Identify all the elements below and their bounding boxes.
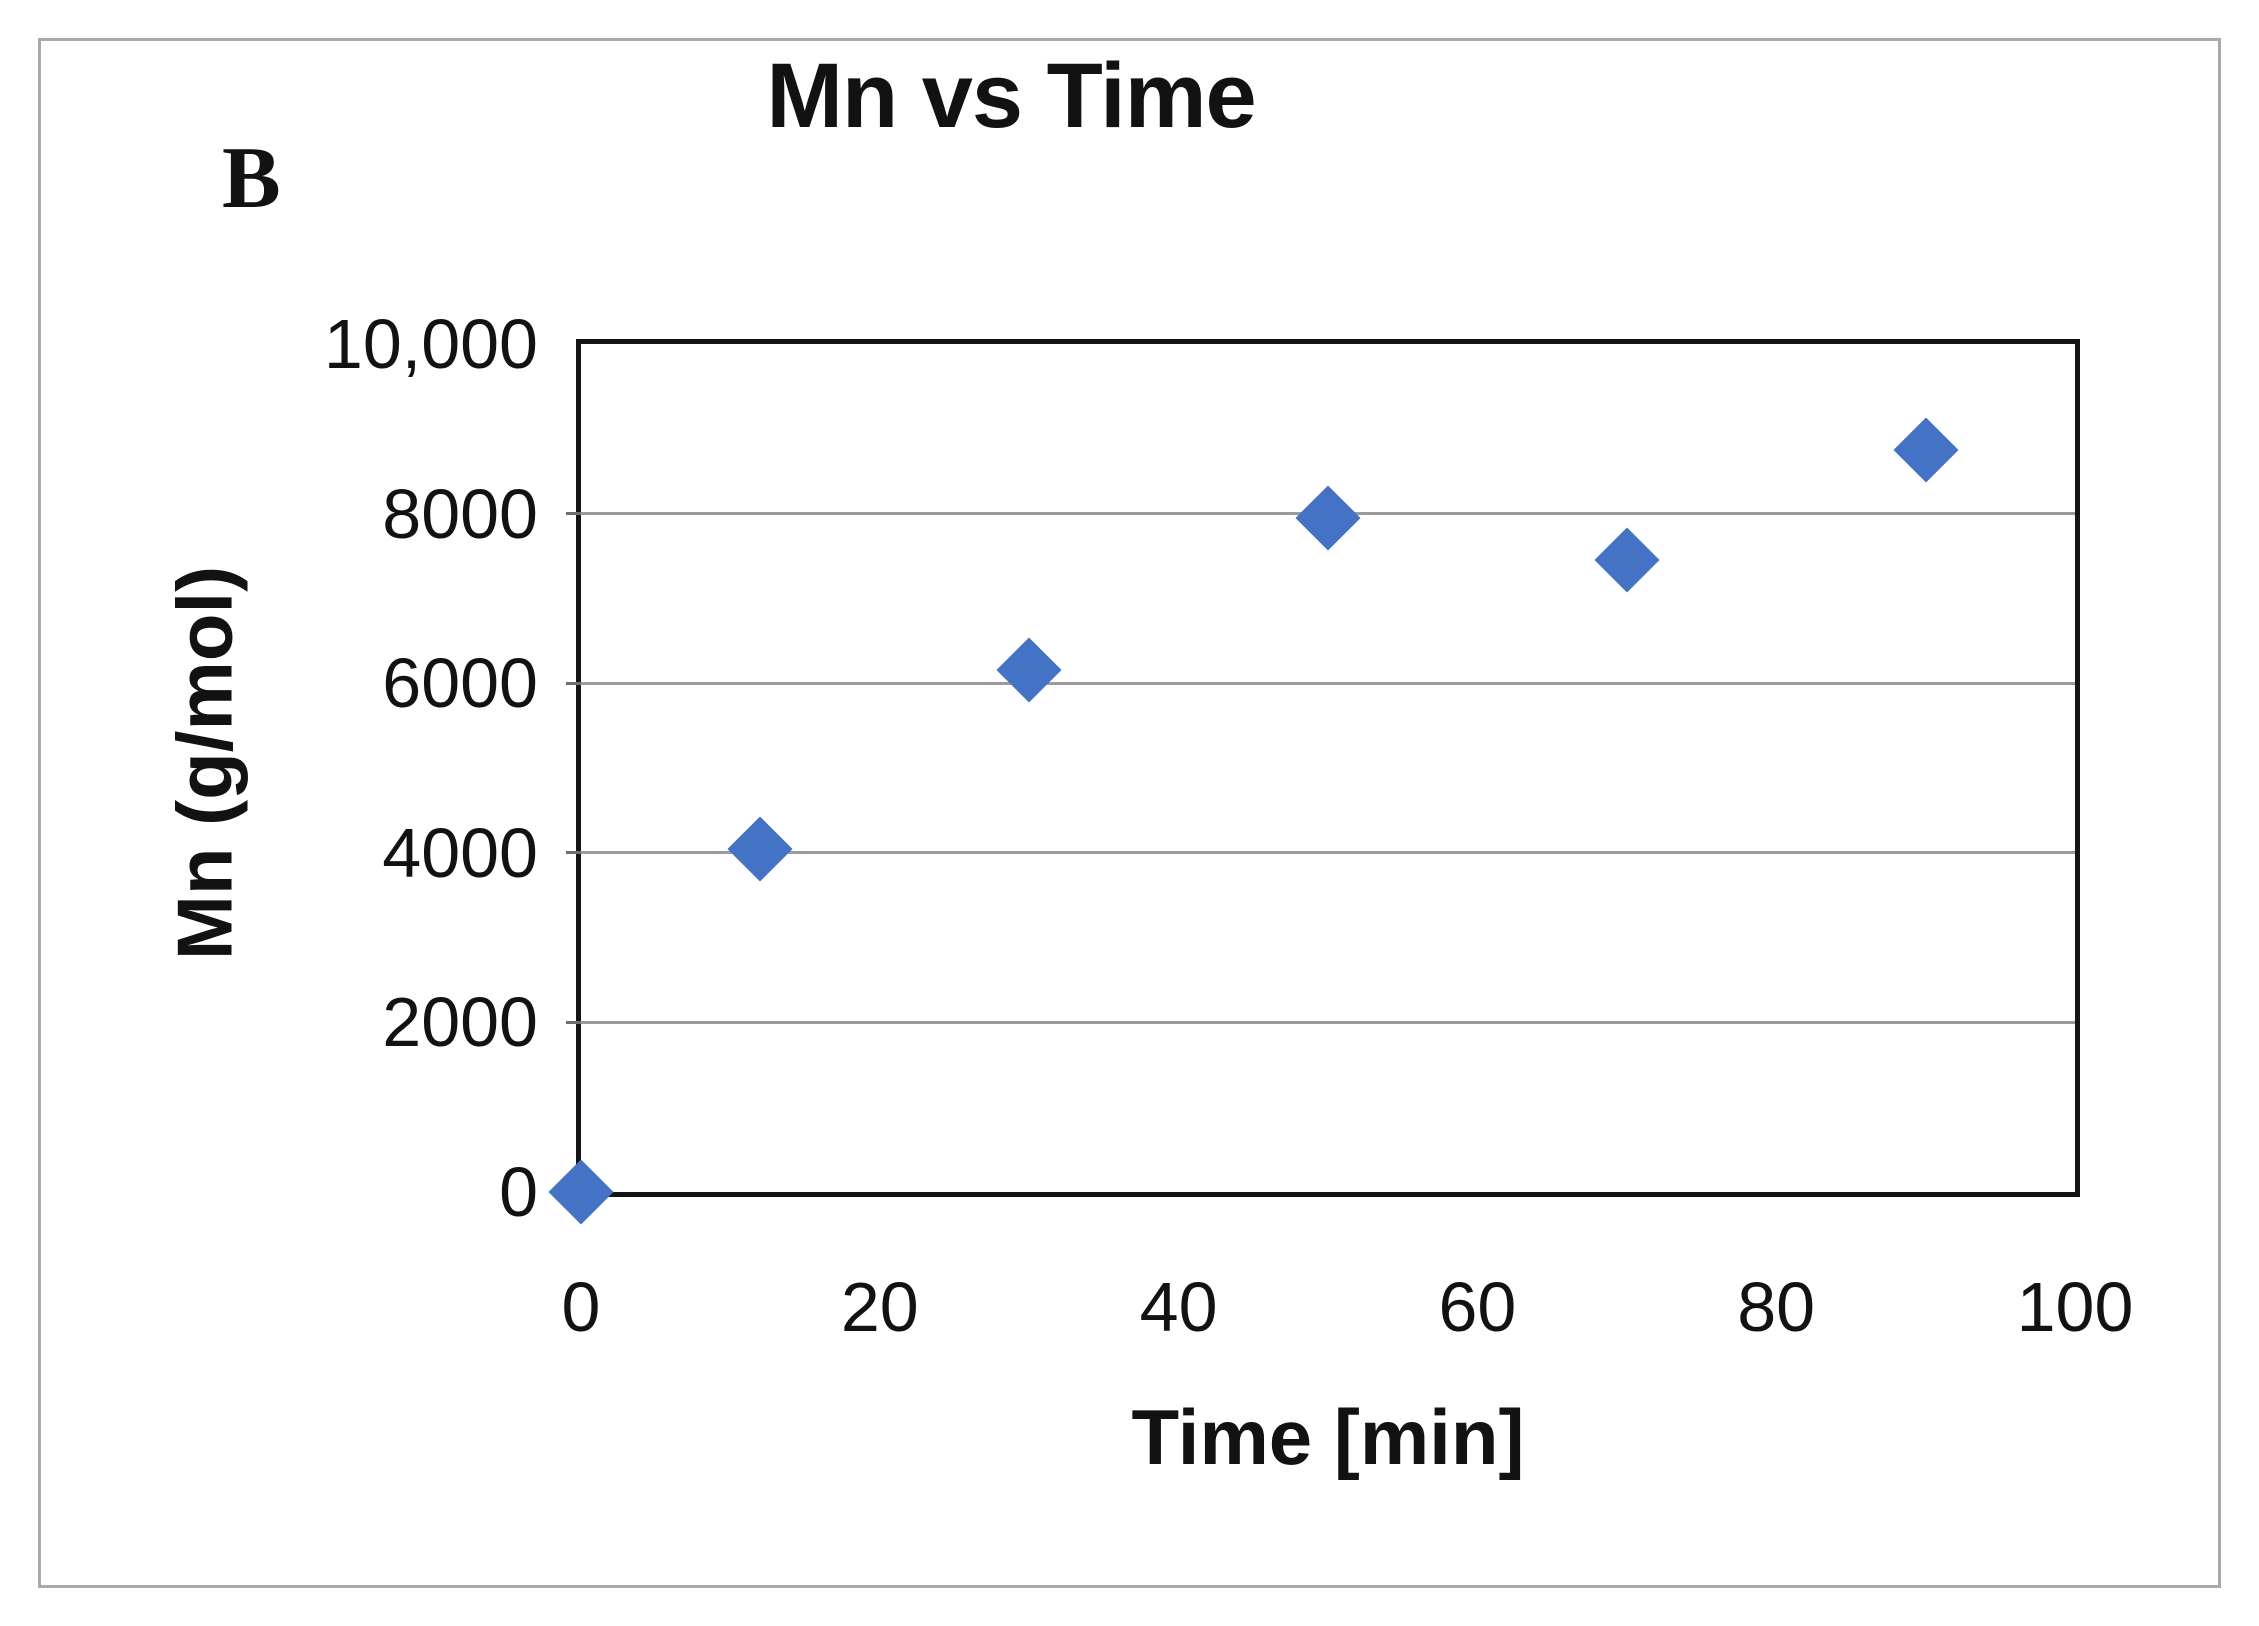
gridline (581, 1020, 2075, 1024)
plot-area: Time [min] 0 2000 4000 6000 8000 10,000 0 20 40 6… (324, 309, 2134, 1481)
gridline (581, 851, 2075, 855)
x-tick-label: 60 (1438, 1268, 1517, 1346)
data-point-marker (996, 637, 1062, 703)
y-tick-label: 4000 (382, 813, 538, 892)
y-tick-label: 6000 (382, 644, 538, 723)
y-tick-label: 8000 (382, 474, 538, 553)
x-tick-label: 100 (2016, 1268, 2134, 1346)
y-axis-title: Mn (g/mol) (160, 565, 249, 961)
data-point-marker (1594, 527, 1660, 593)
data-point-marker (727, 816, 793, 882)
panel-label: B (222, 130, 281, 227)
x-axis-title: Time [min] (1131, 1393, 1525, 1481)
data-point-marker (1295, 485, 1361, 551)
y-axis-tick (566, 1020, 581, 1024)
y-tick-label: 10,000 (323, 305, 538, 383)
chart-title: Mn vs Time (766, 45, 1256, 147)
y-tick-label: 2000 (382, 983, 538, 1062)
figure-border (38, 38, 2221, 1588)
x-tick-label: 40 (1139, 1268, 1218, 1346)
y-axis-tick (566, 512, 581, 516)
y-axis-tick (566, 681, 581, 685)
y-axis-tick (566, 851, 581, 855)
x-tick-label: 20 (840, 1268, 919, 1346)
gridline (581, 681, 2075, 685)
y-tick-label: 0 (499, 1153, 538, 1231)
x-tick-label: 0 (561, 1268, 601, 1346)
x-tick-label: 80 (1737, 1268, 1816, 1346)
data-point-marker (1893, 417, 1959, 483)
